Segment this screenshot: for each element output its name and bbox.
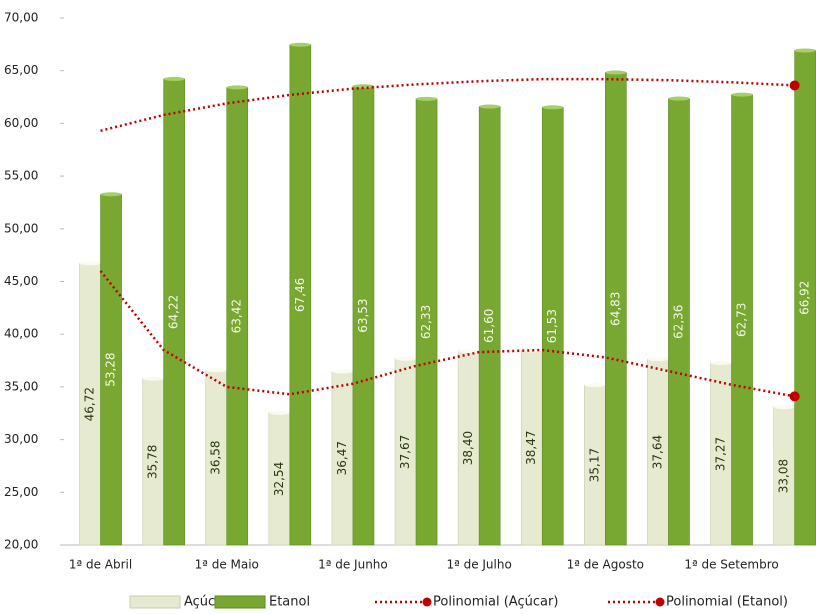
x-tick-label: 1ª de Junho: [318, 558, 388, 572]
x-tick-label: 1ª de Julho: [446, 558, 511, 572]
y-tick-label: 70,00: [4, 11, 38, 25]
value-label: 36,58: [209, 440, 223, 474]
value-label: 64,83: [608, 292, 622, 326]
y-tick-label: 20,00: [4, 538, 38, 552]
value-label: 37,27: [714, 437, 728, 471]
bar-cap: [142, 376, 164, 381]
legend-label: Polinomial (Açúcar): [433, 595, 558, 610]
bar-cap: [289, 42, 311, 47]
bar-cap: [731, 92, 753, 97]
bar-cap: [794, 48, 816, 53]
bar-cap: [458, 349, 480, 354]
legend-label: Etanol: [269, 595, 310, 610]
bar-cap: [163, 76, 185, 81]
value-label: 62,36: [671, 305, 685, 339]
bar-cap: [416, 96, 438, 101]
bar-cap: [395, 356, 417, 361]
value-label: 38,47: [524, 430, 538, 464]
trend-line: [99, 270, 795, 398]
y-tick-label: 55,00: [4, 169, 38, 183]
value-label: 36,47: [335, 441, 349, 475]
value-label: 35,17: [587, 448, 601, 482]
value-label: 67,46: [293, 278, 307, 312]
bar-cap: [521, 348, 543, 353]
value-label: 38,40: [461, 431, 475, 465]
bar-cap: [605, 70, 627, 75]
value-label: 66,92: [798, 281, 812, 315]
value-label: 63,42: [230, 299, 244, 333]
bar-cap: [226, 85, 248, 90]
y-tick-label: 50,00: [4, 221, 38, 235]
bar-cap: [710, 360, 732, 365]
bar-cap: [542, 105, 564, 110]
value-label: 35,78: [146, 445, 160, 479]
legend-swatch: [129, 595, 181, 609]
bar-cap: [479, 104, 501, 109]
y-tick-label: 25,00: [4, 485, 38, 499]
value-label: 61,53: [545, 309, 559, 343]
y-tick-label: 65,00: [4, 63, 38, 77]
value-label: 61,60: [482, 309, 496, 343]
legend-swatch: [214, 595, 266, 609]
value-label: 37,67: [398, 435, 412, 469]
trend-end-marker: [789, 391, 800, 402]
value-label: 62,73: [735, 303, 749, 337]
bar-cap: [668, 96, 690, 101]
legend-marker: [655, 597, 665, 607]
x-tick-label: 1ª de Maio: [195, 558, 259, 572]
bar-cap: [584, 383, 606, 388]
x-tick-label: 1ª de Agosto: [567, 558, 644, 572]
bar-cap: [205, 368, 227, 373]
bar-cap: [100, 192, 122, 197]
y-tick-label: 60,00: [4, 116, 38, 130]
value-label: 64,22: [167, 295, 181, 329]
value-label: 32,54: [272, 462, 286, 496]
y-tick-label: 40,00: [4, 327, 38, 341]
y-tick-label: 35,00: [4, 379, 38, 393]
x-tick-label: 1ª de Setembro: [684, 558, 778, 572]
value-label: 53,28: [104, 352, 118, 386]
legend-label: Polinomial (Etanol): [666, 595, 788, 610]
bar-cap: [268, 410, 290, 415]
value-label: 63,53: [356, 298, 370, 332]
bar-cap: [79, 261, 101, 266]
value-label: 37,64: [650, 435, 664, 469]
bar-cap: [331, 369, 353, 374]
trend-end-marker: [789, 80, 800, 91]
bar-cap: [773, 405, 795, 410]
value-label: 33,08: [777, 459, 791, 493]
bar-cap: [647, 357, 669, 362]
trend-line: [100, 77, 795, 132]
y-tick-label: 30,00: [4, 432, 38, 446]
x-tick-label: 1ª de Abril: [69, 558, 132, 572]
y-tick-label: 45,00: [4, 274, 38, 288]
legend-marker: [422, 597, 432, 607]
value-label: 46,72: [83, 387, 97, 421]
value-label: 62,33: [419, 305, 433, 339]
